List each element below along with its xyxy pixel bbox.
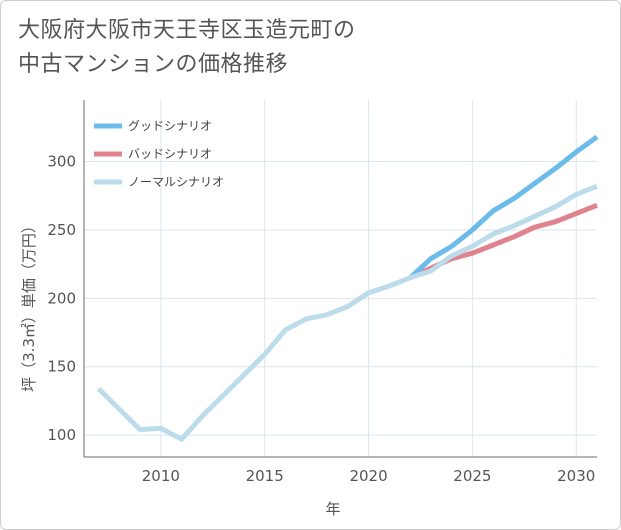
x-tick-label: 2025 <box>453 467 491 485</box>
x-tick-label: 2030 <box>557 467 595 485</box>
y-tick-label: 200 <box>47 289 76 307</box>
line-chart: 2010 2015 2020 2025 2030 100 150 200 250 300 年 坪（… <box>0 0 621 530</box>
y-tick-label: 150 <box>47 358 76 376</box>
x-axis-label: 年 <box>325 500 340 518</box>
legend-label-1: バッドシナリオ <box>128 147 212 161</box>
y-axis-label: 坪（3.3㎡）単価（万円） <box>20 218 38 392</box>
y-tick-label: 100 <box>47 426 76 444</box>
y-tick-label: 300 <box>47 153 76 171</box>
x-tick-label: 2015 <box>246 467 284 485</box>
legend-label-2: ノーマルシナリオ <box>128 175 224 189</box>
legend-label-0: グッドシナリオ <box>128 119 212 133</box>
x-tick-label: 2010 <box>142 467 180 485</box>
y-tick-label: 250 <box>47 221 76 239</box>
x-tick-label: 2020 <box>349 467 387 485</box>
